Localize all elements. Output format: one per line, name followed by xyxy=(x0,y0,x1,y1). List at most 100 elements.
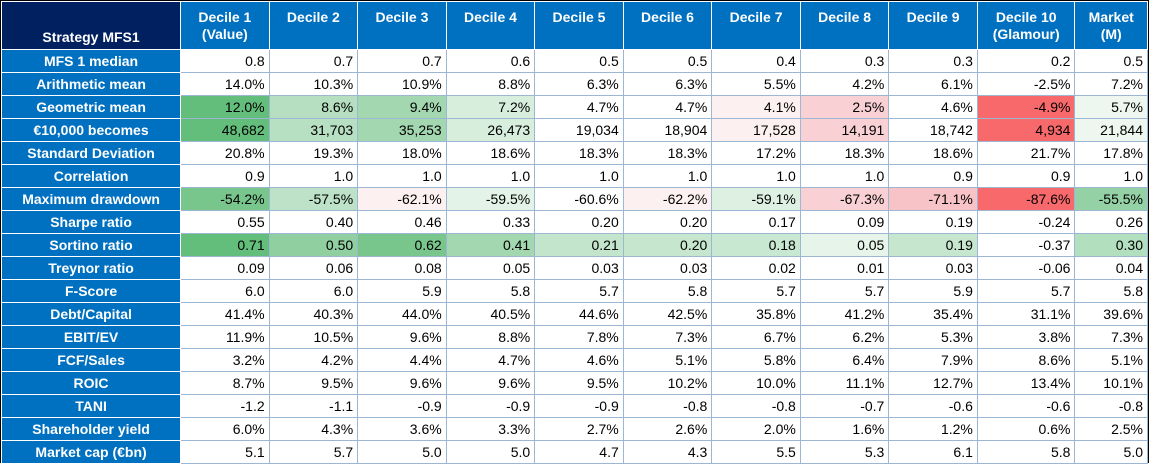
column-header: Decile 3 xyxy=(357,1,447,50)
table-cell: 3.6% xyxy=(357,417,447,441)
table-row: Debt/Capital 41.4% 40.3% 44.0% 40.5% 44.6% 42.… xyxy=(0,302,1148,326)
table-cell: 0.06 xyxy=(268,256,359,280)
table-cell: 6.3% xyxy=(534,72,624,96)
table-row: Correlation 0.9 1.0 1.0 1.0 1.0 1.0 1.0 1.0 0.9 0.… xyxy=(0,164,1148,188)
table-cell: 6.0 xyxy=(180,279,270,303)
table-cell: 5.5 xyxy=(711,440,801,464)
table-cell: 7.2% xyxy=(445,95,536,119)
table-cell: 18.0% xyxy=(357,141,447,165)
column-header: Decile 6 xyxy=(622,1,713,50)
table-cell: 2.5% xyxy=(1074,417,1148,441)
table-cell: 5.1% xyxy=(1074,348,1148,372)
table-cell: 5.7 xyxy=(711,279,801,303)
table-cell: 3.3% xyxy=(445,417,536,441)
table-cell: 9.6% xyxy=(357,371,447,395)
table-cell: -0.37 xyxy=(976,233,1076,257)
row-label: Maximum drawdown xyxy=(0,187,182,211)
table-cell: 4,934 xyxy=(976,118,1076,142)
strategy-label: Strategy MFS1 xyxy=(0,1,182,50)
table-cell: 5.7 xyxy=(799,279,890,303)
table-cell: 5.8% xyxy=(711,348,801,372)
table-cell: 3.8% xyxy=(976,325,1076,349)
table-cell: 0.19 xyxy=(888,233,978,257)
table-cell: 35,253 xyxy=(357,118,447,142)
column-header-title: Decile 5 xyxy=(552,8,606,25)
row-label: FCF/Sales xyxy=(0,348,182,372)
row-label: Debt/Capital xyxy=(0,302,182,326)
table-cell: 0.18 xyxy=(711,233,801,257)
table-cell: 0.2 xyxy=(976,49,1076,73)
table-cell: 4.3% xyxy=(268,417,359,441)
table-cell: 5.0 xyxy=(1074,440,1148,464)
table-cell: 0.20 xyxy=(622,233,713,257)
table-cell: 0.40 xyxy=(268,210,359,234)
table-row: Treynor ratio 0.09 0.06 0.08 0.05 0.03 0.03 0.0… xyxy=(0,256,1148,280)
row-label: €10,000 becomes xyxy=(0,118,182,142)
table-cell: 12.7% xyxy=(888,371,978,395)
table-cell: -67.3% xyxy=(799,187,890,211)
table-cell: 17,528 xyxy=(711,118,801,142)
table-cell: -59.5% xyxy=(445,187,536,211)
table-cell: 10.0% xyxy=(711,371,801,395)
table-cell: 0.6% xyxy=(976,417,1076,441)
table-cell: -57.5% xyxy=(268,187,359,211)
table-cell: 0.5 xyxy=(1074,49,1148,73)
table-cell: -55.5% xyxy=(1074,187,1148,211)
table-cell: 3.2% xyxy=(180,348,270,372)
table-cell: 0.50 xyxy=(268,233,359,257)
table-cell: 7.3% xyxy=(622,325,713,349)
table-cell: 5.3% xyxy=(888,325,978,349)
column-header: Market (M) xyxy=(1074,1,1148,50)
table-cell: 40.3% xyxy=(268,302,359,326)
table-cell: 0.9 xyxy=(180,164,270,188)
row-label: Shareholder yield xyxy=(0,417,182,441)
table-row: ROIC 8.7% 9.5% 9.6% 9.6% 9.5% 10.2% 10.0% 11.1% 1… xyxy=(0,371,1148,395)
table-row: Geometric mean 12.0% 8.6% 9.4% 7.2% 4.7% 4.7% 4… xyxy=(0,95,1148,119)
table-cell: -60.6% xyxy=(534,187,624,211)
table-cell: 5.7% xyxy=(1074,95,1148,119)
table-cell: 1.0 xyxy=(445,164,536,188)
table-cell: -62.2% xyxy=(622,187,713,211)
table-cell: 4.7 xyxy=(534,440,624,464)
table-cell: 0.04 xyxy=(1074,256,1148,280)
table-cell: 10.9% xyxy=(357,72,447,96)
column-header-subtitle xyxy=(891,26,975,43)
table-cell: -54.2% xyxy=(180,187,270,211)
table-cell: 35.4% xyxy=(888,302,978,326)
row-label: TANI xyxy=(0,394,182,418)
table-cell: 0.62 xyxy=(357,233,447,257)
table-cell: 18.3% xyxy=(799,141,890,165)
row-label: Treynor ratio xyxy=(0,256,182,280)
table-cell: 17.8% xyxy=(1074,141,1148,165)
table-cell: 4.7% xyxy=(622,95,713,119)
table-cell: 6.0 xyxy=(268,279,359,303)
table-cell: 5.7 xyxy=(268,440,359,464)
table-cell: 0.05 xyxy=(799,233,890,257)
table-cell: -0.24 xyxy=(976,210,1076,234)
table-body: MFS 1 median 0.8 0.7 0.7 0.6 0.5 0.5 0.4 0.3 0.3 0… xyxy=(0,49,1148,464)
table-cell: -1.1 xyxy=(268,394,359,418)
table-cell: -0.9 xyxy=(357,394,447,418)
table-cell: 1.0 xyxy=(711,164,801,188)
table-cell: 5.1 xyxy=(180,440,270,464)
row-label: Market cap (€bn) xyxy=(0,440,182,464)
table-cell: 5.8 xyxy=(622,279,713,303)
table-cell: 5.3 xyxy=(799,440,890,464)
table-cell: 0.5 xyxy=(534,49,624,73)
table-cell: 4.2% xyxy=(268,348,359,372)
table-row: Sharpe ratio 0.55 0.40 0.46 0.33 0.20 0.20 0.17… xyxy=(0,210,1148,234)
table-cell: 0.5 xyxy=(622,49,713,73)
table-cell: -1.2 xyxy=(180,394,270,418)
table-cell: 0.21 xyxy=(534,233,624,257)
table-row: MFS 1 median 0.8 0.7 0.7 0.6 0.5 0.5 0.4 0.3 0.3 0… xyxy=(0,49,1148,73)
table-cell: 6.7% xyxy=(711,325,801,349)
table-cell: 7.8% xyxy=(534,325,624,349)
table-cell: 40.5% xyxy=(445,302,536,326)
table-cell: 8.7% xyxy=(180,371,270,395)
row-label: Sharpe ratio xyxy=(0,210,182,234)
column-header-subtitle xyxy=(626,26,710,43)
table-cell: 4.7% xyxy=(534,95,624,119)
table-cell: 35.8% xyxy=(711,302,801,326)
table-cell: 8.8% xyxy=(445,325,536,349)
column-header-title: Decile 1 xyxy=(198,8,252,25)
